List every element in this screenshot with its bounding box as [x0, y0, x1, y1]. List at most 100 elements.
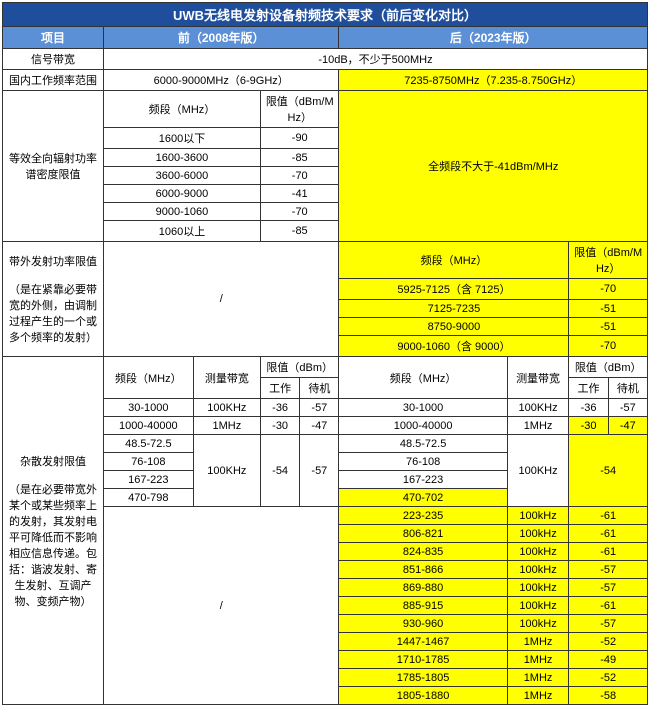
cell: 1785-1805: [339, 669, 507, 687]
col-header: 测量带宽: [507, 357, 569, 399]
cell: 1600-3600: [103, 149, 260, 167]
cell: -70: [569, 336, 648, 357]
cell: /: [103, 507, 339, 705]
cell: 1MHz: [507, 417, 569, 435]
cell: 1MHz: [507, 633, 569, 651]
cell: -61: [569, 597, 648, 615]
cell: 100kHz: [507, 543, 569, 561]
cell: -47: [608, 417, 647, 435]
cell: -52: [569, 669, 648, 687]
row-label: 杂散发射限值 （是在必要带宽外某个或某些频率上的发射，其发射电平可降低而不影响相应…: [3, 357, 104, 705]
cell: 869-880: [339, 579, 507, 597]
col-header: 工作: [260, 378, 299, 399]
cell: -57: [300, 399, 339, 417]
cell: -10dB，不少于500MHz: [103, 49, 647, 70]
cell: 48.5-72.5: [103, 435, 193, 453]
cell: 167-223: [103, 471, 193, 489]
cell: 9000-1060（含 9000）: [339, 336, 569, 357]
cell: -49: [569, 651, 648, 669]
cell: -30: [260, 417, 299, 435]
row-label: 带外发射功率限值 （是在紧靠必要带宽的外侧，由调制过程产生的一个或多个频率的发射）: [3, 242, 104, 357]
cell: 470-798: [103, 489, 193, 507]
cell: 1MHz: [507, 651, 569, 669]
cell: -90: [260, 128, 339, 149]
cell: 100kHz: [507, 615, 569, 633]
cell: -70: [260, 203, 339, 221]
label-text: 带外发射功率限值: [9, 256, 97, 268]
col-header: 限值（dBm）: [569, 357, 648, 378]
header-before: 前（2008年版）: [103, 27, 339, 49]
cell: -57: [569, 579, 648, 597]
col-header: 限值（dBm/MHz）: [569, 242, 648, 279]
cell: 100kHz: [507, 561, 569, 579]
cell: 1000-40000: [103, 417, 193, 435]
cell: -57: [300, 435, 339, 507]
cell: -61: [569, 543, 648, 561]
col-header: 频段（MHz）: [103, 357, 193, 399]
col-header: 工作: [569, 378, 608, 399]
cell: 100KHz: [507, 399, 569, 417]
cell: 1805-1880: [339, 687, 507, 705]
cell: 7125-7235: [339, 300, 569, 318]
col-header: 频段（MHz）: [103, 91, 260, 128]
col-header: 限值（dBm）: [260, 357, 339, 378]
cell: 9000-1060: [103, 203, 260, 221]
cell: -54: [569, 435, 648, 507]
cell: -51: [569, 318, 648, 336]
col-header: 频段（MHz）: [339, 242, 569, 279]
cell: 100kHz: [507, 597, 569, 615]
comparison-table: UWB无线电发射设备射频技术要求（前后变化对比） 项目 前（2008年版） 后（…: [2, 2, 648, 705]
cell: 167-223: [339, 471, 507, 489]
col-header: 待机: [608, 378, 647, 399]
cell: -52: [569, 633, 648, 651]
cell: 3600-6000: [103, 167, 260, 185]
row-label: 等效全向辐射功率谱密度限值: [3, 91, 104, 242]
label-note: （是在紧靠必要带宽的外侧，由调制过程产生的一个或多个频率的发射）: [9, 284, 97, 344]
cell: 100KHz: [193, 399, 260, 417]
cell: -58: [569, 687, 648, 705]
cell: -70: [260, 167, 339, 185]
header-item: 项目: [3, 27, 104, 49]
cell: 6000-9000MHz（6-9GHz）: [103, 70, 339, 91]
cell: 1710-1785: [339, 651, 507, 669]
row-label: 国内工作频率范围: [3, 70, 104, 91]
cell: 1000-40000: [339, 417, 507, 435]
cell: 6000-9000: [103, 185, 260, 203]
cell: 8750-9000: [339, 318, 569, 336]
cell: 48.5-72.5: [339, 435, 507, 453]
cell: 1600以下: [103, 128, 260, 149]
col-header: 待机: [300, 378, 339, 399]
cell: 470-702: [339, 489, 507, 507]
cell: 1MHz: [507, 669, 569, 687]
col-header: 频段（MHz）: [339, 357, 507, 399]
cell: -57: [608, 399, 647, 417]
cell: 7235-8750MHz（7.235-8.750GHz）: [339, 70, 648, 91]
table-title: UWB无线电发射设备射频技术要求（前后变化对比）: [3, 3, 648, 27]
cell: 223-235: [339, 507, 507, 525]
cell: -36: [569, 399, 608, 417]
label-text: 杂散发射限值: [20, 456, 86, 468]
cell: 885-915: [339, 597, 507, 615]
cell: 851-866: [339, 561, 507, 579]
cell: 30-1000: [103, 399, 193, 417]
cell: 76-108: [103, 453, 193, 471]
col-header: 限值（dBm/MHz）: [260, 91, 339, 128]
cell: 30-1000: [339, 399, 507, 417]
cell: -85: [260, 149, 339, 167]
cell: -36: [260, 399, 299, 417]
cell: -47: [300, 417, 339, 435]
cell: 100kHz: [507, 507, 569, 525]
cell: 806-821: [339, 525, 507, 543]
cell: 5925-7125（含 7125）: [339, 279, 569, 300]
cell: 1MHz: [193, 417, 260, 435]
cell: 1MHz: [507, 687, 569, 705]
cell: -54: [260, 435, 299, 507]
cell: 100kHz: [507, 579, 569, 597]
cell: 1060以上: [103, 221, 260, 242]
cell: -57: [569, 561, 648, 579]
cell: 76-108: [339, 453, 507, 471]
cell: -51: [569, 300, 648, 318]
cell: 100KHz: [507, 435, 569, 507]
label-note: （是在必要带宽外某个或某些频率上的发射，其发射电平可降低而不影响相应信息传递。包…: [9, 484, 97, 608]
col-header: 测量带宽: [193, 357, 260, 399]
